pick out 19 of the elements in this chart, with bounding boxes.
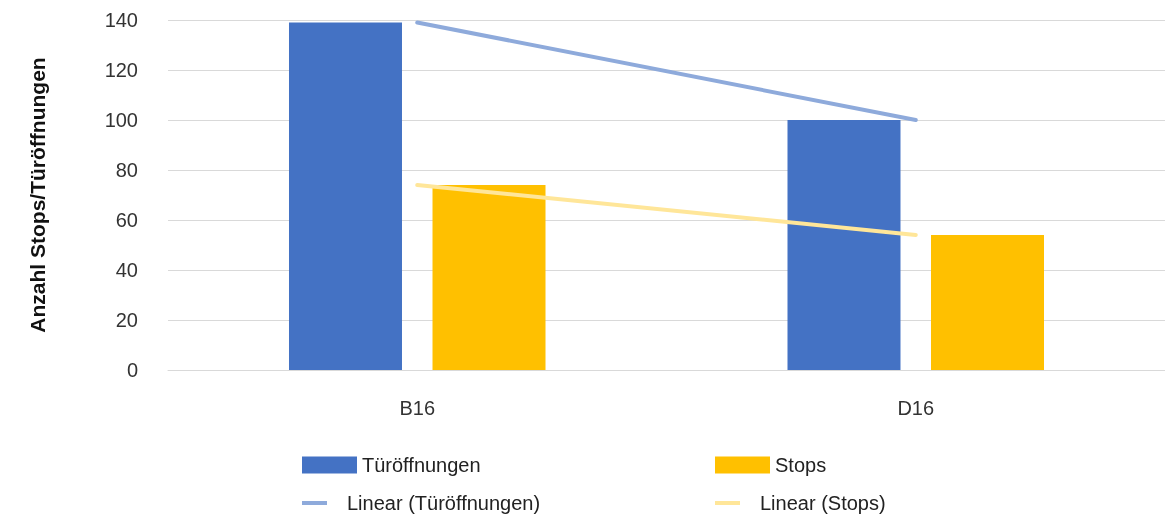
legend-label: Linear (Stops)	[760, 492, 886, 514]
bar	[931, 235, 1045, 370]
y-tick-label: 60	[115, 209, 138, 231]
bar	[289, 22, 402, 370]
x-tick-label: D16	[897, 397, 935, 419]
y-tick-label: 0	[126, 359, 138, 381]
y-tick-label: 80	[115, 159, 138, 181]
y-tick-label: 120	[104, 59, 138, 81]
legend-label: Türöffnungen	[362, 454, 481, 476]
bar	[787, 120, 901, 370]
legend-label: Linear (Türöffnungen)	[347, 492, 541, 514]
y-tick-label: 40	[115, 259, 138, 281]
y-tick-label: 140	[104, 9, 138, 31]
legend-label: Stops	[775, 454, 827, 476]
bar	[432, 185, 546, 370]
y-tick-label: 20	[115, 309, 138, 331]
y-tick-label: 100	[104, 109, 138, 131]
x-tick-label: B16	[399, 397, 436, 419]
y-axis-title: Anzahl Stops/Türöffnungen	[26, 57, 49, 333]
